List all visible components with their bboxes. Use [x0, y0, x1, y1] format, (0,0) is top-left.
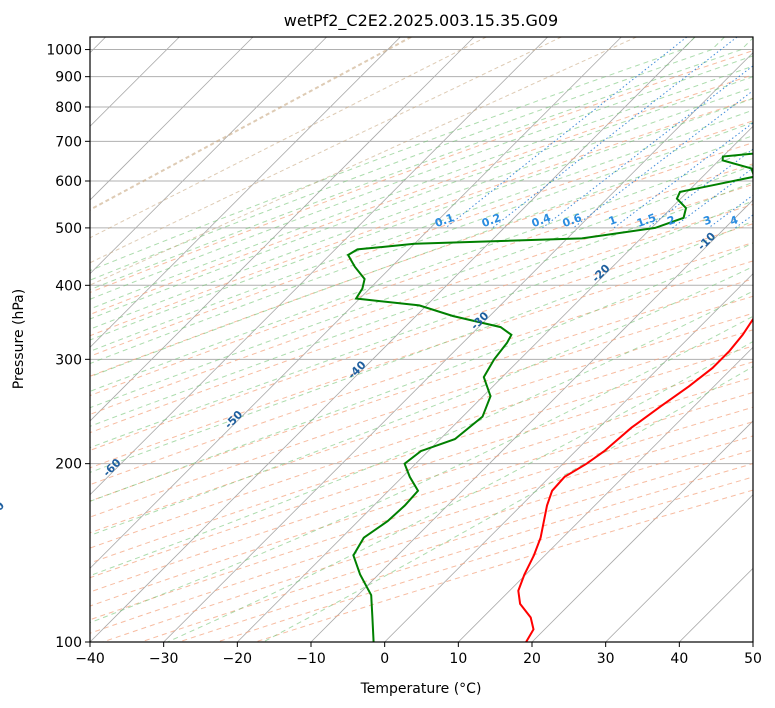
y-tick-label: 400 — [55, 278, 82, 294]
mixing-ratio-label: 4 — [728, 213, 740, 228]
x-tick-label: −30 — [149, 651, 179, 667]
saturation-arc-line — [90, 37, 637, 286]
moist-adiabat-line — [90, 121, 753, 365]
x-tick-label: 50 — [744, 651, 762, 667]
moist-adiabat-line — [90, 65, 753, 310]
y-tick-label: 100 — [55, 635, 82, 651]
y-tick-label: 900 — [55, 70, 82, 86]
dry-adiabat-line — [90, 242, 753, 469]
isotherm-line — [384, 273, 753, 642]
x-tick-label: 20 — [523, 651, 541, 667]
isotherm-line — [90, 37, 548, 496]
y-tick-label: 700 — [55, 134, 82, 150]
y-tick-label: 800 — [55, 100, 82, 116]
dry-adiabat-line — [90, 50, 753, 294]
moist-adiabat-line — [90, 135, 753, 378]
y-tick-label: 1000 — [46, 43, 82, 59]
dry-adiabat-line — [90, 203, 753, 434]
x-tick-label: 0 — [380, 651, 389, 667]
x-tick-label: 30 — [597, 651, 615, 667]
axes: −40 −30 −20 −10 0 10 20 30 40 50 100 200 300 400 500 60… — [46, 43, 762, 667]
chart-title: wetPf2_C2E2.2025.003.15.35.G09 — [284, 11, 558, 31]
mixing-ratio-line — [572, 90, 753, 229]
saturation-arc-line — [90, 37, 562, 264]
mixing-ratio-line — [492, 37, 738, 229]
mixing-ratio-label: 2 — [665, 213, 677, 228]
isotherm-line — [90, 37, 475, 422]
temperature-profile-line — [517, 317, 753, 642]
moist-adiabat-line — [90, 37, 725, 281]
isotherm-line — [90, 37, 254, 201]
x-tick-label: −40 — [75, 651, 105, 667]
x-tick-label: −20 — [223, 651, 253, 667]
moist-adiabat-line — [90, 242, 753, 502]
mixing-ratio-label: 0.6 — [561, 211, 584, 230]
mixing-ratio-label: 1 — [607, 213, 619, 228]
x-axis-label: Temperature (°C) — [360, 681, 482, 697]
y-axis-label: Pressure (hPa) — [11, 289, 27, 389]
mixing-ratio-line — [542, 65, 753, 229]
isotherm-line — [163, 52, 753, 642]
dry-adiabat-line — [90, 391, 753, 607]
moist-adiabat-line — [90, 200, 753, 449]
moist-adiabat-line — [90, 164, 753, 409]
plot-frame — [89, 36, 754, 643]
x-tick-label: 40 — [670, 651, 688, 667]
isotherm-line — [237, 125, 753, 642]
y-tick-label: 200 — [55, 457, 82, 473]
dry-adiabat-line — [90, 345, 753, 564]
moist-adiabat-line — [90, 55, 753, 300]
isotherm-line — [90, 37, 401, 348]
moist-adiabat-line — [90, 181, 753, 427]
moist-adiabat-line — [90, 37, 753, 291]
moist-adiabat-line — [90, 315, 753, 624]
isotherm-line — [531, 420, 753, 642]
x-tick-label: 10 — [449, 651, 467, 667]
moist-adiabat-line — [90, 220, 753, 473]
mixing-ratio-label: 1.5 — [635, 211, 658, 230]
x-tick-label: −10 — [296, 651, 326, 667]
dry-adiabat-line — [90, 163, 753, 397]
isotherm-line — [458, 346, 753, 642]
dry-adiabat-line — [90, 295, 753, 518]
dewpoint-profile-line — [346, 152, 753, 642]
dry-adiabat-line — [90, 97, 753, 337]
mixing-ratio-label: 3 — [702, 213, 714, 228]
mixing-ratio-label: 0.2 — [480, 211, 503, 230]
y-tick-label: 600 — [55, 174, 82, 190]
moist-adiabat-line — [90, 37, 696, 272]
mixing-ratio-label: 0.1 — [433, 211, 456, 230]
moist-adiabat-line — [90, 76, 753, 320]
dry-adiabat-line — [90, 329, 753, 549]
mixing-ratio-label: 0.4 — [530, 211, 553, 230]
mixing-ratio-line — [672, 167, 753, 229]
moist-adiabat-line — [90, 97, 753, 341]
dry-adiabat-line — [90, 74, 753, 316]
isotherm-line — [90, 37, 696, 642]
isotherm-label: -70 — [0, 499, 7, 522]
moist-adiabat-line — [90, 86, 753, 330]
plot-area — [90, 37, 753, 642]
y-tick-label: 500 — [55, 221, 82, 237]
dry-adiabat-line — [90, 376, 753, 593]
isotherm-line — [605, 494, 753, 642]
saturation-arc-line — [90, 37, 487, 239]
y-tick-label: 300 — [55, 352, 82, 368]
